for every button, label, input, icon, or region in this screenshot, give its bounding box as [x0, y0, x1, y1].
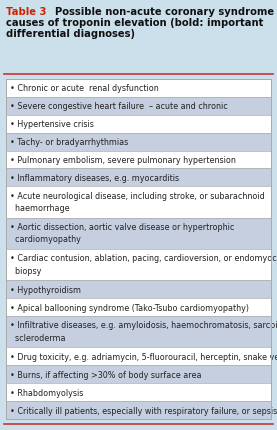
- Text: • Severe congestive heart failure  – acute and chronic: • Severe congestive heart failure – acut…: [10, 102, 228, 111]
- Bar: [6, 133, 271, 151]
- Text: scleroderma: scleroderma: [10, 333, 65, 342]
- Text: Table 3: Table 3: [6, 7, 46, 17]
- Bar: [6, 316, 271, 347]
- Text: • Infiltrative diseases, e.g. amyloidosis, haemochromatosis, sarcoicosis,: • Infiltrative diseases, e.g. amyloidosi…: [10, 321, 277, 330]
- Text: • Rhabdomyolysis: • Rhabdomyolysis: [10, 388, 83, 397]
- Text: • Apical ballooning syndrome (Tako-Tsubo cardiomyopathy): • Apical ballooning syndrome (Tako-Tsubo…: [10, 303, 249, 312]
- Text: • Drug toxicity, e.g. adriamycin, 5-fluorouracil, herceptin, snake venoms: • Drug toxicity, e.g. adriamycin, 5-fluo…: [10, 352, 277, 361]
- Text: haemorrhage: haemorrhage: [10, 204, 70, 213]
- Bar: [6, 218, 271, 249]
- Text: • Hypothyroidism: • Hypothyroidism: [10, 285, 81, 294]
- Text: causes of troponin elevation (bold: important: causes of troponin elevation (bold: impo…: [6, 18, 263, 28]
- Text: • Aortic dissection, aortic valve disease or hypertrophic: • Aortic dissection, aortic valve diseas…: [10, 222, 234, 231]
- Text: biopsy: biopsy: [10, 266, 41, 275]
- Bar: [6, 98, 271, 116]
- Bar: [6, 401, 271, 419]
- Bar: [6, 366, 271, 383]
- Bar: [6, 80, 271, 419]
- Text: • Chronic or acute  renal dysfunction: • Chronic or acute renal dysfunction: [10, 84, 159, 93]
- Text: • Acute neurological disease, including stroke, or subarachnoid: • Acute neurological disease, including …: [10, 191, 265, 200]
- Bar: [6, 281, 271, 298]
- Text: cardiomyopathy: cardiomyopathy: [10, 235, 81, 244]
- Bar: [6, 169, 271, 187]
- Bar: [6, 80, 271, 419]
- Text: • Hypertensive crisis: • Hypertensive crisis: [10, 120, 94, 129]
- Text: • Burns, if affecting >30% of body surface area: • Burns, if affecting >30% of body surfa…: [10, 370, 201, 379]
- Text: • Pulmonary embolism, severe pulmonary hypertension: • Pulmonary embolism, severe pulmonary h…: [10, 156, 236, 165]
- Text: • Tachy- or bradyarrhythmias: • Tachy- or bradyarrhythmias: [10, 138, 128, 147]
- Text: • Inflammatory diseases, e.g. myocarditis: • Inflammatory diseases, e.g. myocarditi…: [10, 174, 179, 182]
- Text: • Cardiac contusion, ablation, pacing, cardioversion, or endomyocardial: • Cardiac contusion, ablation, pacing, c…: [10, 254, 277, 263]
- Text: Possible non-acute coronary syndrome: Possible non-acute coronary syndrome: [48, 7, 274, 17]
- Text: differential diagnoses): differential diagnoses): [6, 29, 135, 39]
- Text: • Critically ill patients, especially with respiratory failure, or sepsis: • Critically ill patients, especially wi…: [10, 405, 277, 415]
